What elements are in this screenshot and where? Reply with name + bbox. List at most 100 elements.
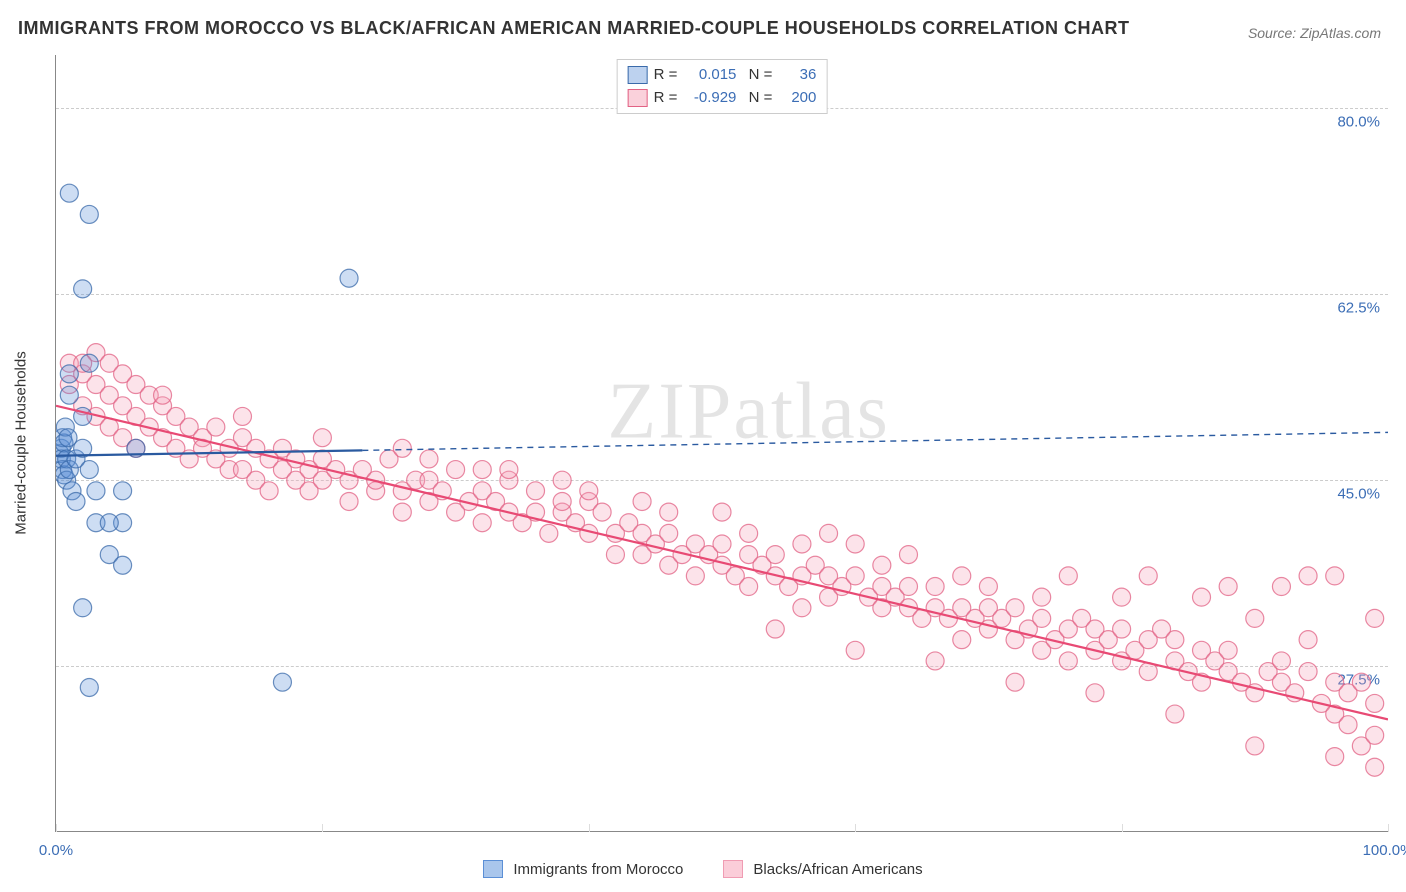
bottom-legend: Immigrants from Morocco Blacks/African A… [0, 860, 1406, 878]
scatter-point [740, 524, 758, 542]
scatter-point [660, 524, 678, 542]
scatter-point [393, 439, 411, 457]
scatter-point [713, 535, 731, 553]
scatter-point [660, 503, 678, 521]
scatter-point [1299, 663, 1317, 681]
scatter-point [1246, 609, 1264, 627]
scatter-point [500, 461, 518, 479]
scatter-point [1166, 705, 1184, 723]
scatter-point [260, 482, 278, 500]
scatter-point [527, 482, 545, 500]
scatter-point [1366, 609, 1384, 627]
y-axis-title: Married-couple Households [13, 351, 30, 534]
legend-r-label-1: R = [654, 64, 678, 87]
scatter-point [60, 386, 78, 404]
legend-row-series-2: R = -0.929 N = 200 [628, 87, 817, 110]
scatter-svg [56, 55, 1388, 831]
scatter-point [793, 535, 811, 553]
scatter-point [74, 280, 92, 298]
scatter-point [1272, 578, 1290, 596]
source-value: ZipAtlas.com [1300, 25, 1381, 41]
scatter-point [340, 269, 358, 287]
bottom-legend-swatch-1 [483, 860, 503, 878]
scatter-point [114, 482, 132, 500]
scatter-point [953, 567, 971, 585]
scatter-point [766, 620, 784, 638]
source-label: Source: [1248, 25, 1296, 41]
scatter-point [233, 407, 251, 425]
scatter-point [1006, 673, 1024, 691]
scatter-point [1366, 726, 1384, 744]
x-tick-label: 0.0% [39, 842, 73, 859]
scatter-point [580, 482, 598, 500]
legend-n-value-1: 36 [776, 64, 816, 87]
scatter-point [633, 492, 651, 510]
scatter-point [873, 556, 891, 574]
scatter-point [1299, 631, 1317, 649]
bottom-legend-label-1: Immigrants from Morocco [513, 861, 683, 878]
scatter-point [979, 578, 997, 596]
scatter-point [1193, 588, 1211, 606]
scatter-point [340, 492, 358, 510]
scatter-point [953, 631, 971, 649]
trend-line-dashed [362, 432, 1388, 450]
scatter-point [553, 471, 571, 489]
scatter-point [447, 461, 465, 479]
scatter-point [1339, 716, 1357, 734]
scatter-point [1139, 567, 1157, 585]
correlation-legend: R = 0.015 N = 36 R = -0.929 N = 200 [617, 59, 828, 114]
scatter-point [1059, 652, 1077, 670]
scatter-point [1113, 588, 1131, 606]
scatter-point [207, 418, 225, 436]
scatter-point [1246, 737, 1264, 755]
scatter-point [473, 514, 491, 532]
scatter-point [1326, 748, 1344, 766]
legend-n-value-2: 200 [776, 87, 816, 110]
legend-row-series-1: R = 0.015 N = 36 [628, 64, 817, 87]
scatter-point [420, 450, 438, 468]
scatter-point [313, 429, 331, 447]
scatter-point [1272, 652, 1290, 670]
scatter-point [1352, 673, 1370, 691]
scatter-point [1086, 684, 1104, 702]
scatter-point [67, 492, 85, 510]
scatter-point [593, 503, 611, 521]
scatter-point [846, 535, 864, 553]
scatter-point [740, 578, 758, 596]
chart-title: IMMIGRANTS FROM MOROCCO VS BLACK/AFRICAN… [18, 18, 1129, 39]
scatter-point [114, 556, 132, 574]
scatter-point [1166, 631, 1184, 649]
chart-plot-area: Married-couple Households ZIPatlas R = 0… [55, 55, 1388, 832]
x-tick-label: 100.0% [1363, 842, 1406, 859]
legend-r-label-2: R = [654, 87, 678, 110]
scatter-point [713, 503, 731, 521]
bottom-legend-item-1: Immigrants from Morocco [483, 860, 683, 878]
scatter-point [80, 678, 98, 696]
scatter-point [1366, 694, 1384, 712]
scatter-point [606, 546, 624, 564]
scatter-point [80, 354, 98, 372]
scatter-point [686, 567, 704, 585]
legend-n-label-2: N = [749, 87, 773, 110]
scatter-point [473, 461, 491, 479]
scatter-point [60, 365, 78, 383]
scatter-point [1006, 599, 1024, 617]
legend-swatch-1 [628, 66, 648, 84]
scatter-point [926, 652, 944, 670]
bottom-legend-item-2: Blacks/African Americans [723, 860, 922, 878]
x-tick [1388, 824, 1389, 832]
scatter-point [1326, 567, 1344, 585]
scatter-point [1219, 578, 1237, 596]
scatter-point [766, 546, 784, 564]
scatter-point [273, 673, 291, 691]
scatter-point [820, 524, 838, 542]
scatter-point [846, 641, 864, 659]
scatter-point [74, 599, 92, 617]
scatter-point [1113, 620, 1131, 638]
legend-n-label-1: N = [749, 64, 773, 87]
scatter-point [553, 492, 571, 510]
scatter-point [60, 184, 78, 202]
scatter-point [793, 599, 811, 617]
scatter-point [87, 482, 105, 500]
scatter-point [1033, 609, 1051, 627]
